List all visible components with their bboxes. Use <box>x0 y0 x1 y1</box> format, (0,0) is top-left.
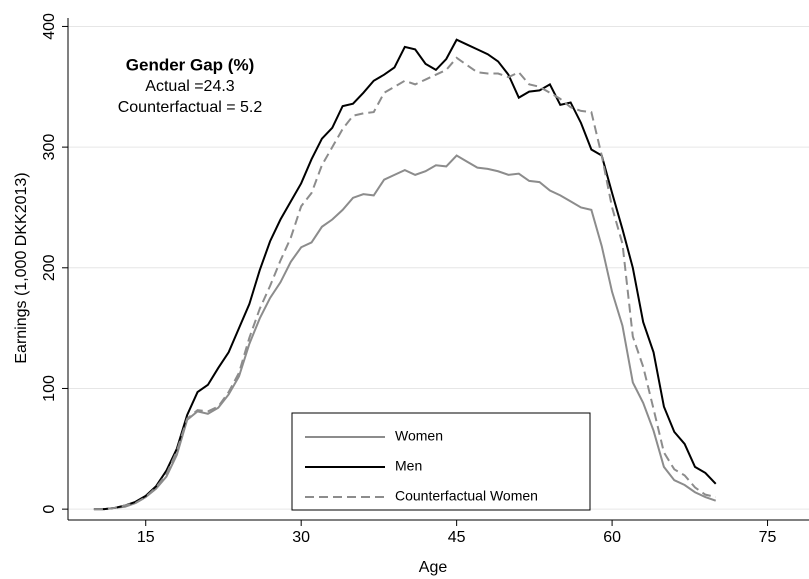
legend-label: Women <box>395 428 443 444</box>
x-tick-label: 60 <box>603 529 621 546</box>
y-tick-label: 300 <box>41 134 58 161</box>
annotation-line: Counterfactual = 5.2 <box>118 99 263 116</box>
y-tick-label: 400 <box>41 13 58 40</box>
y-tick-label: 100 <box>41 375 58 402</box>
legend: Women Men Counterfactual Women <box>291 412 591 511</box>
annotation-line: Actual =24.3 <box>145 78 235 95</box>
legend-box <box>291 412 591 511</box>
series-line <box>93 56 716 511</box>
x-tick-label: 15 <box>137 529 155 546</box>
y-tick-label: 200 <box>41 254 58 281</box>
y-axis-label: Earnings (1,000 DKK2013) <box>13 172 30 363</box>
legend-label: Counterfactual Women <box>395 488 538 504</box>
annotation-title: Gender Gap (%) <box>126 55 254 74</box>
x-tick-label: 75 <box>759 529 777 546</box>
x-tick-label: 30 <box>292 529 310 546</box>
legend-label: Men <box>395 458 422 474</box>
series-line <box>93 38 717 511</box>
x-tick-label: 45 <box>448 529 466 546</box>
y-tick-label: 0 <box>41 505 58 514</box>
x-axis-label: Age <box>419 559 448 576</box>
